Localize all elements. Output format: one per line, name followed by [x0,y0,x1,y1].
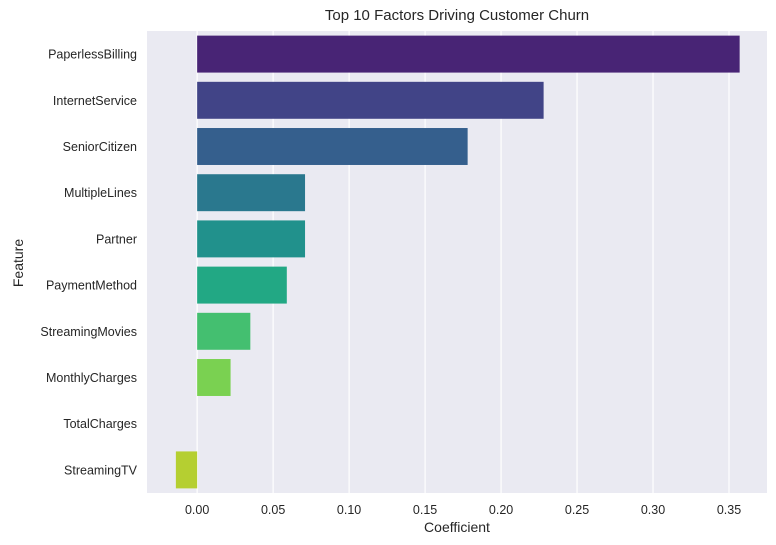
x-tick-label: 0.20 [489,503,513,517]
bar [197,35,740,73]
y-tick-label: PaymentMethod [46,279,137,293]
y-tick-label: StreamingTV [64,463,138,477]
y-tick-label: TotalCharges [63,417,137,431]
y-tick-label: PaperlessBilling [48,48,137,62]
x-tick-label: 0.05 [261,503,285,517]
y-axis-label: Feature [10,238,26,288]
y-tick-label: MonthlyCharges [46,371,137,385]
y-tick-label: InternetService [53,94,137,108]
x-tick-label: 0.15 [413,503,437,517]
bar [197,128,468,165]
bar [197,174,306,212]
x-tick-label: 0.10 [337,503,361,517]
x-tick-label: 0.25 [565,503,589,517]
x-tick-label: 0.00 [185,503,209,517]
x-axis-label: Coefficient [424,519,490,535]
bar [197,266,287,304]
bar [197,359,231,396]
x-tick-label: 0.35 [717,503,741,517]
bar [175,451,198,489]
y-tick-label: SeniorCitizen [63,140,137,154]
bar [197,81,544,119]
x-tick-label: 0.30 [641,503,665,517]
y-tick-label: Partner [96,232,137,246]
y-tick-label: StreamingMovies [40,325,137,339]
bar [197,312,251,350]
chart-title: Top 10 Factors Driving Customer Churn [324,7,590,24]
y-tick-label: MultipleLines [64,186,137,200]
bar [197,220,306,258]
